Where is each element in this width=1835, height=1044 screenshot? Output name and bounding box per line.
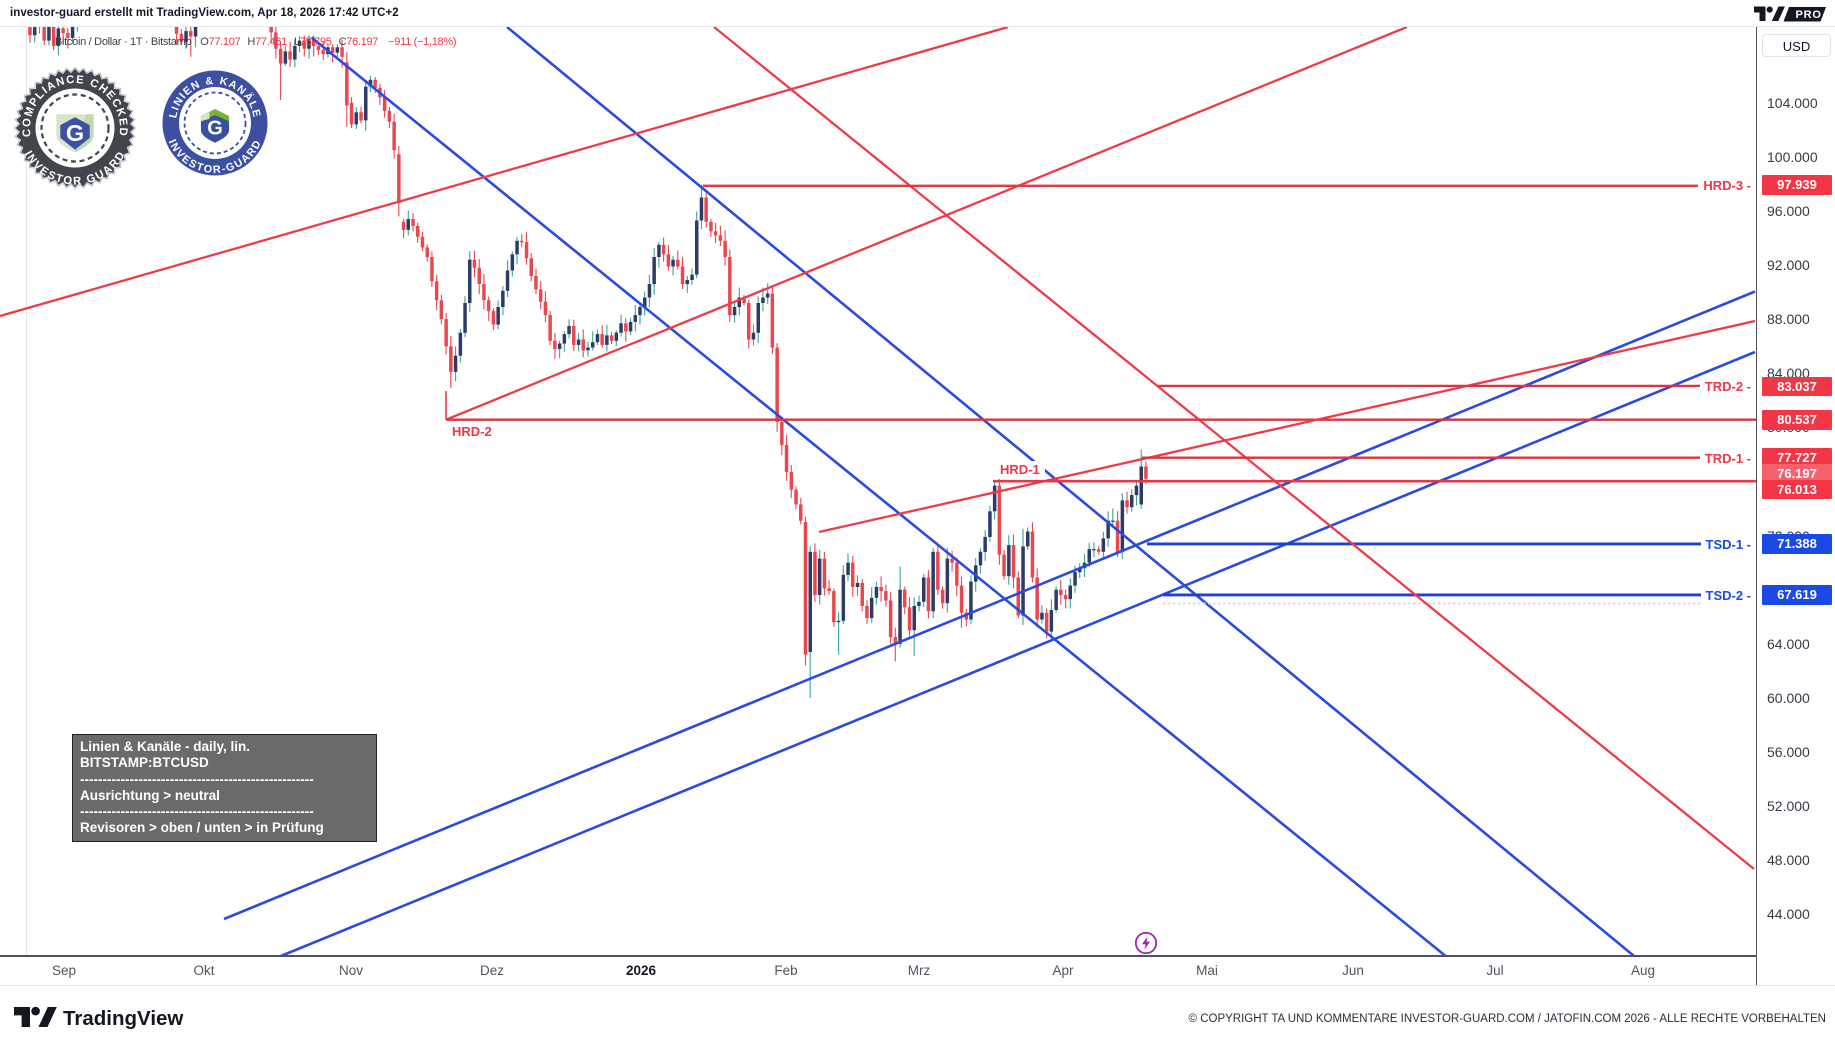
svg-text:PRO: PRO	[1796, 9, 1822, 21]
svg-text:G: G	[66, 120, 84, 146]
svg-text:G: G	[207, 118, 223, 140]
svg-text:TradingView: TradingView	[63, 1007, 183, 1030]
